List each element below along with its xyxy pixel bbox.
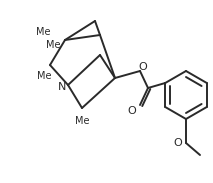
Text: Me: Me	[75, 116, 89, 126]
Text: Me: Me	[46, 40, 60, 50]
Text: O: O	[139, 62, 147, 72]
Text: O: O	[128, 106, 136, 116]
Text: Me: Me	[36, 27, 50, 37]
Text: O: O	[174, 138, 182, 148]
Text: Me: Me	[37, 71, 51, 81]
Text: N: N	[58, 82, 66, 92]
